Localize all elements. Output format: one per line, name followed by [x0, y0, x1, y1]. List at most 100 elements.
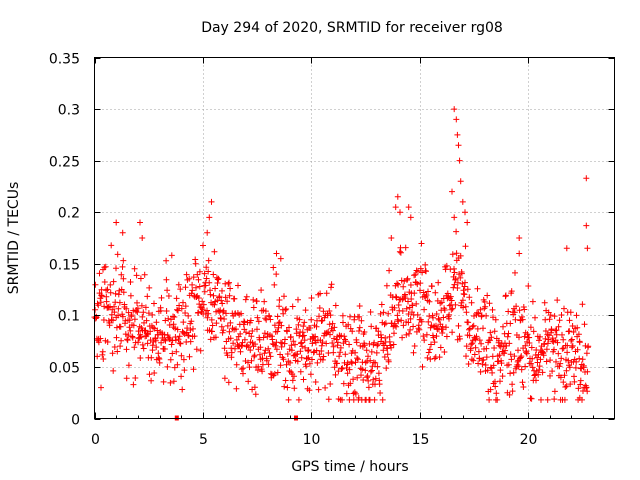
data-point [414, 311, 421, 318]
data-point [274, 328, 281, 335]
data-point [178, 352, 185, 359]
data-point [413, 300, 420, 307]
data-point [344, 370, 351, 377]
data-point [501, 350, 508, 357]
data-point [141, 271, 148, 278]
data-point [194, 271, 201, 278]
data-point [518, 366, 525, 373]
data-point [250, 304, 257, 311]
data-point [380, 347, 387, 354]
data-point [323, 329, 330, 336]
data-point [131, 344, 138, 351]
data-point [290, 338, 297, 345]
data-point [272, 342, 279, 349]
data-point [569, 344, 575, 351]
data-point [584, 388, 591, 395]
data-point [144, 340, 151, 347]
data-point [176, 340, 183, 347]
data-point [551, 313, 558, 320]
data-point [559, 331, 565, 338]
data-point [512, 269, 518, 276]
data-point-outlier [583, 222, 590, 229]
data-point [499, 373, 506, 380]
data-point [585, 343, 592, 350]
data-point [126, 317, 133, 324]
data-point [460, 304, 467, 311]
data-point [383, 365, 390, 372]
data-point [466, 326, 472, 333]
data-point [367, 368, 374, 375]
data-point [329, 340, 336, 346]
data-point [247, 347, 254, 354]
data-point-outlier [273, 250, 280, 257]
data-point [191, 333, 198, 340]
data-point [361, 329, 368, 335]
data-point-outlier [208, 198, 215, 205]
data-point [282, 307, 289, 313]
data-point [546, 316, 553, 323]
data-point [172, 337, 179, 344]
data-point [425, 349, 432, 356]
data-point [221, 375, 228, 382]
data-point [407, 326, 414, 333]
data-point [407, 315, 414, 322]
data-point [328, 281, 335, 288]
data-point [227, 335, 234, 342]
data-point [238, 310, 245, 317]
data-point [196, 283, 203, 290]
data-point [568, 336, 575, 343]
data-point [579, 356, 586, 363]
data-point [285, 396, 292, 403]
data-point [373, 349, 380, 356]
data-point [414, 281, 421, 288]
data-point [294, 358, 301, 365]
data-point [148, 354, 155, 361]
data-point [553, 358, 559, 365]
data-point [449, 329, 456, 336]
data-point [212, 334, 219, 341]
data-point [513, 303, 520, 310]
data-point [252, 341, 259, 348]
data-point [241, 318, 247, 325]
data-point [165, 293, 172, 299]
data-point [489, 369, 496, 376]
data-point [507, 351, 514, 358]
data-point [413, 267, 420, 274]
data-point [347, 380, 354, 387]
data-point [563, 383, 570, 390]
data-point [228, 349, 235, 356]
data-point [421, 337, 428, 344]
data-point [421, 306, 428, 313]
data-point [267, 316, 274, 323]
data-point [130, 307, 137, 314]
data-point [120, 257, 127, 264]
data-point [300, 376, 307, 383]
data-point [145, 310, 152, 317]
data-point [509, 381, 516, 388]
data-point [453, 228, 460, 235]
data-point [436, 316, 443, 323]
data-point [422, 261, 429, 268]
data-point [380, 309, 387, 316]
data-point [129, 333, 136, 340]
data-point [280, 310, 287, 317]
data-point [512, 316, 519, 323]
data-point [177, 286, 184, 293]
data-point [242, 296, 249, 303]
data-point [227, 319, 234, 326]
data-point [208, 316, 215, 323]
data-point [212, 285, 219, 292]
data-point [110, 367, 117, 374]
data-point [303, 363, 310, 370]
data-point-outlier [455, 142, 462, 149]
data-point [200, 301, 207, 308]
data-point [135, 339, 142, 346]
data-point [423, 268, 429, 275]
data-point [470, 357, 477, 364]
data-point [410, 323, 417, 330]
data-point [423, 331, 430, 338]
data-point [446, 302, 453, 309]
data-point [134, 305, 141, 312]
data-point [508, 356, 515, 363]
